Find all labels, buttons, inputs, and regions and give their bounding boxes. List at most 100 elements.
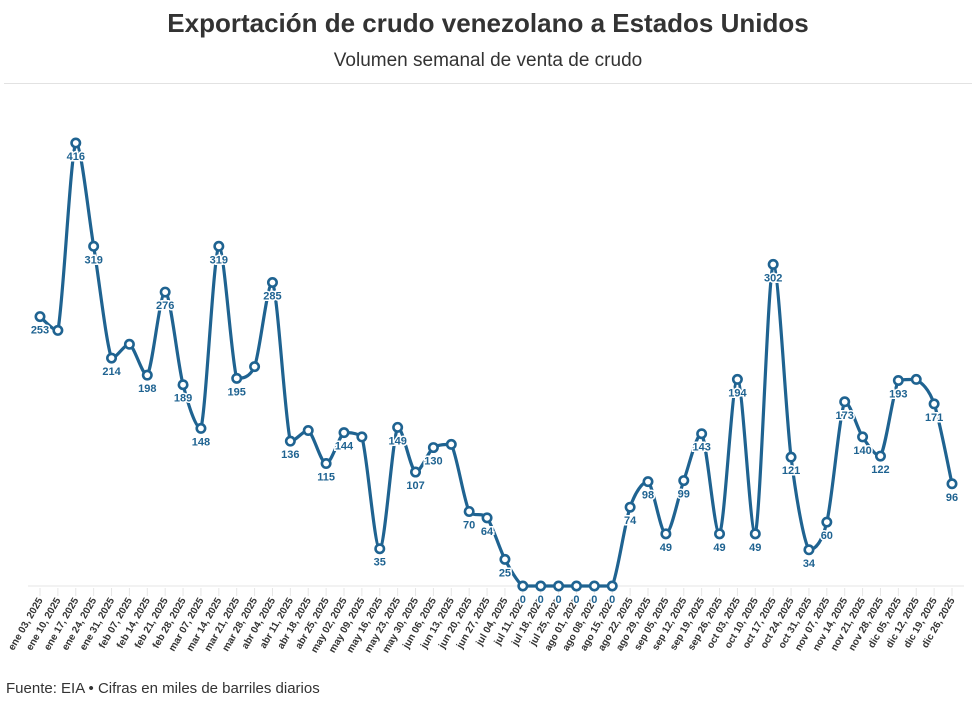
data-point[interactable]	[249, 361, 261, 373]
data-label: 144	[335, 441, 354, 453]
data-point[interactable]	[141, 369, 153, 381]
data-point[interactable]	[123, 338, 135, 350]
data-point[interactable]	[624, 501, 636, 513]
source-note: Fuente: EIA • Cifras en miles de barrile…	[6, 680, 320, 697]
data-point[interactable]	[463, 505, 475, 517]
data-point[interactable]	[946, 478, 958, 490]
data-point[interactable]	[445, 438, 457, 450]
data-point[interactable]	[821, 516, 833, 528]
data-point[interactable]	[767, 258, 779, 270]
data-label: 319	[84, 254, 102, 266]
data-point[interactable]	[749, 528, 761, 540]
data-point[interactable]	[928, 398, 940, 410]
data-label: 198	[138, 383, 156, 395]
data-point[interactable]	[517, 580, 529, 592]
data-label: 149	[388, 435, 406, 447]
data-label: 0	[520, 594, 526, 606]
data-point[interactable]	[892, 374, 904, 386]
data-point[interactable]	[803, 544, 815, 556]
data-point[interactable]	[338, 427, 350, 439]
data-label: 285	[263, 291, 281, 303]
data-point[interactable]	[88, 240, 100, 252]
data-label: 0	[609, 594, 615, 606]
data-label: 96	[946, 492, 958, 504]
data-point[interactable]	[874, 450, 886, 462]
series-line	[38, 141, 954, 588]
data-label: 107	[406, 480, 424, 492]
data-label: 136	[281, 449, 299, 461]
data-point[interactable]	[106, 352, 118, 364]
data-label: 99	[678, 489, 690, 501]
data-point[interactable]	[499, 553, 511, 565]
data-label: 194	[728, 387, 747, 399]
data-point[interactable]	[714, 528, 726, 540]
data-label: 253	[31, 325, 49, 337]
data-point[interactable]	[410, 466, 422, 478]
data-label: 34	[803, 558, 816, 570]
data-point[interactable]	[284, 435, 296, 447]
data-label: 319	[210, 254, 228, 266]
data-label: 35	[374, 557, 386, 569]
data-point[interactable]	[910, 373, 922, 385]
data-label: 193	[889, 388, 907, 400]
data-label: 189	[174, 393, 192, 405]
data-label: 148	[192, 436, 210, 448]
chart-subtitle: Volumen semanal de venta de crudo	[333, 50, 643, 71]
data-point[interactable]	[535, 580, 547, 592]
data-label: 130	[424, 456, 442, 468]
data-point[interactable]	[70, 137, 82, 149]
data-label: 195	[228, 386, 246, 398]
data-label: 49	[749, 542, 761, 554]
data-point[interactable]	[481, 512, 493, 524]
data-label: 140	[853, 445, 871, 457]
data-label: 143	[692, 442, 710, 454]
data-point[interactable]	[320, 458, 332, 470]
data-label: 214	[102, 366, 121, 378]
data-label: 25	[499, 567, 511, 579]
data-label: 49	[660, 542, 672, 554]
data-point[interactable]	[159, 286, 171, 298]
data-point[interactable]	[266, 277, 278, 289]
data-label: 98	[642, 490, 654, 502]
data-point[interactable]	[588, 580, 600, 592]
data-label: 60	[821, 530, 833, 542]
data-point[interactable]	[52, 324, 64, 336]
data-point[interactable]	[177, 379, 189, 391]
data-label: 276	[156, 300, 174, 312]
data-point[interactable]	[213, 240, 225, 252]
data-label: 64	[481, 526, 494, 538]
data-point[interactable]	[570, 580, 582, 592]
data-point[interactable]	[839, 396, 851, 408]
data-point[interactable]	[356, 431, 368, 443]
data-point[interactable]	[374, 543, 386, 555]
data-point[interactable]	[785, 451, 797, 463]
data-label: 0	[573, 594, 579, 606]
data-label: 49	[713, 542, 725, 554]
data-label: 122	[871, 464, 889, 476]
data-label: 0	[556, 594, 562, 606]
data-point[interactable]	[660, 528, 672, 540]
data-point[interactable]	[392, 421, 404, 433]
data-label: 121	[782, 465, 800, 477]
data-label: 171	[925, 412, 943, 424]
data-point[interactable]	[34, 311, 46, 323]
data-point[interactable]	[302, 425, 314, 437]
data-label: 115	[317, 472, 335, 484]
data-point[interactable]	[606, 580, 618, 592]
data-point[interactable]	[427, 442, 439, 454]
data-point[interactable]	[231, 372, 243, 384]
data-point[interactable]	[731, 373, 743, 385]
data-point[interactable]	[553, 580, 565, 592]
data-label: 173	[836, 410, 854, 422]
data-label: 302	[764, 272, 782, 284]
data-label: 70	[463, 519, 475, 531]
chart-title: Exportación de crudo venezolano a Estado…	[167, 8, 809, 38]
data-point[interactable]	[696, 428, 708, 440]
data-point[interactable]	[678, 475, 690, 487]
data-label: 74	[624, 515, 637, 527]
data-point[interactable]	[857, 431, 869, 443]
data-point[interactable]	[642, 476, 654, 488]
data-point[interactable]	[195, 422, 207, 434]
header-divider	[4, 83, 972, 84]
